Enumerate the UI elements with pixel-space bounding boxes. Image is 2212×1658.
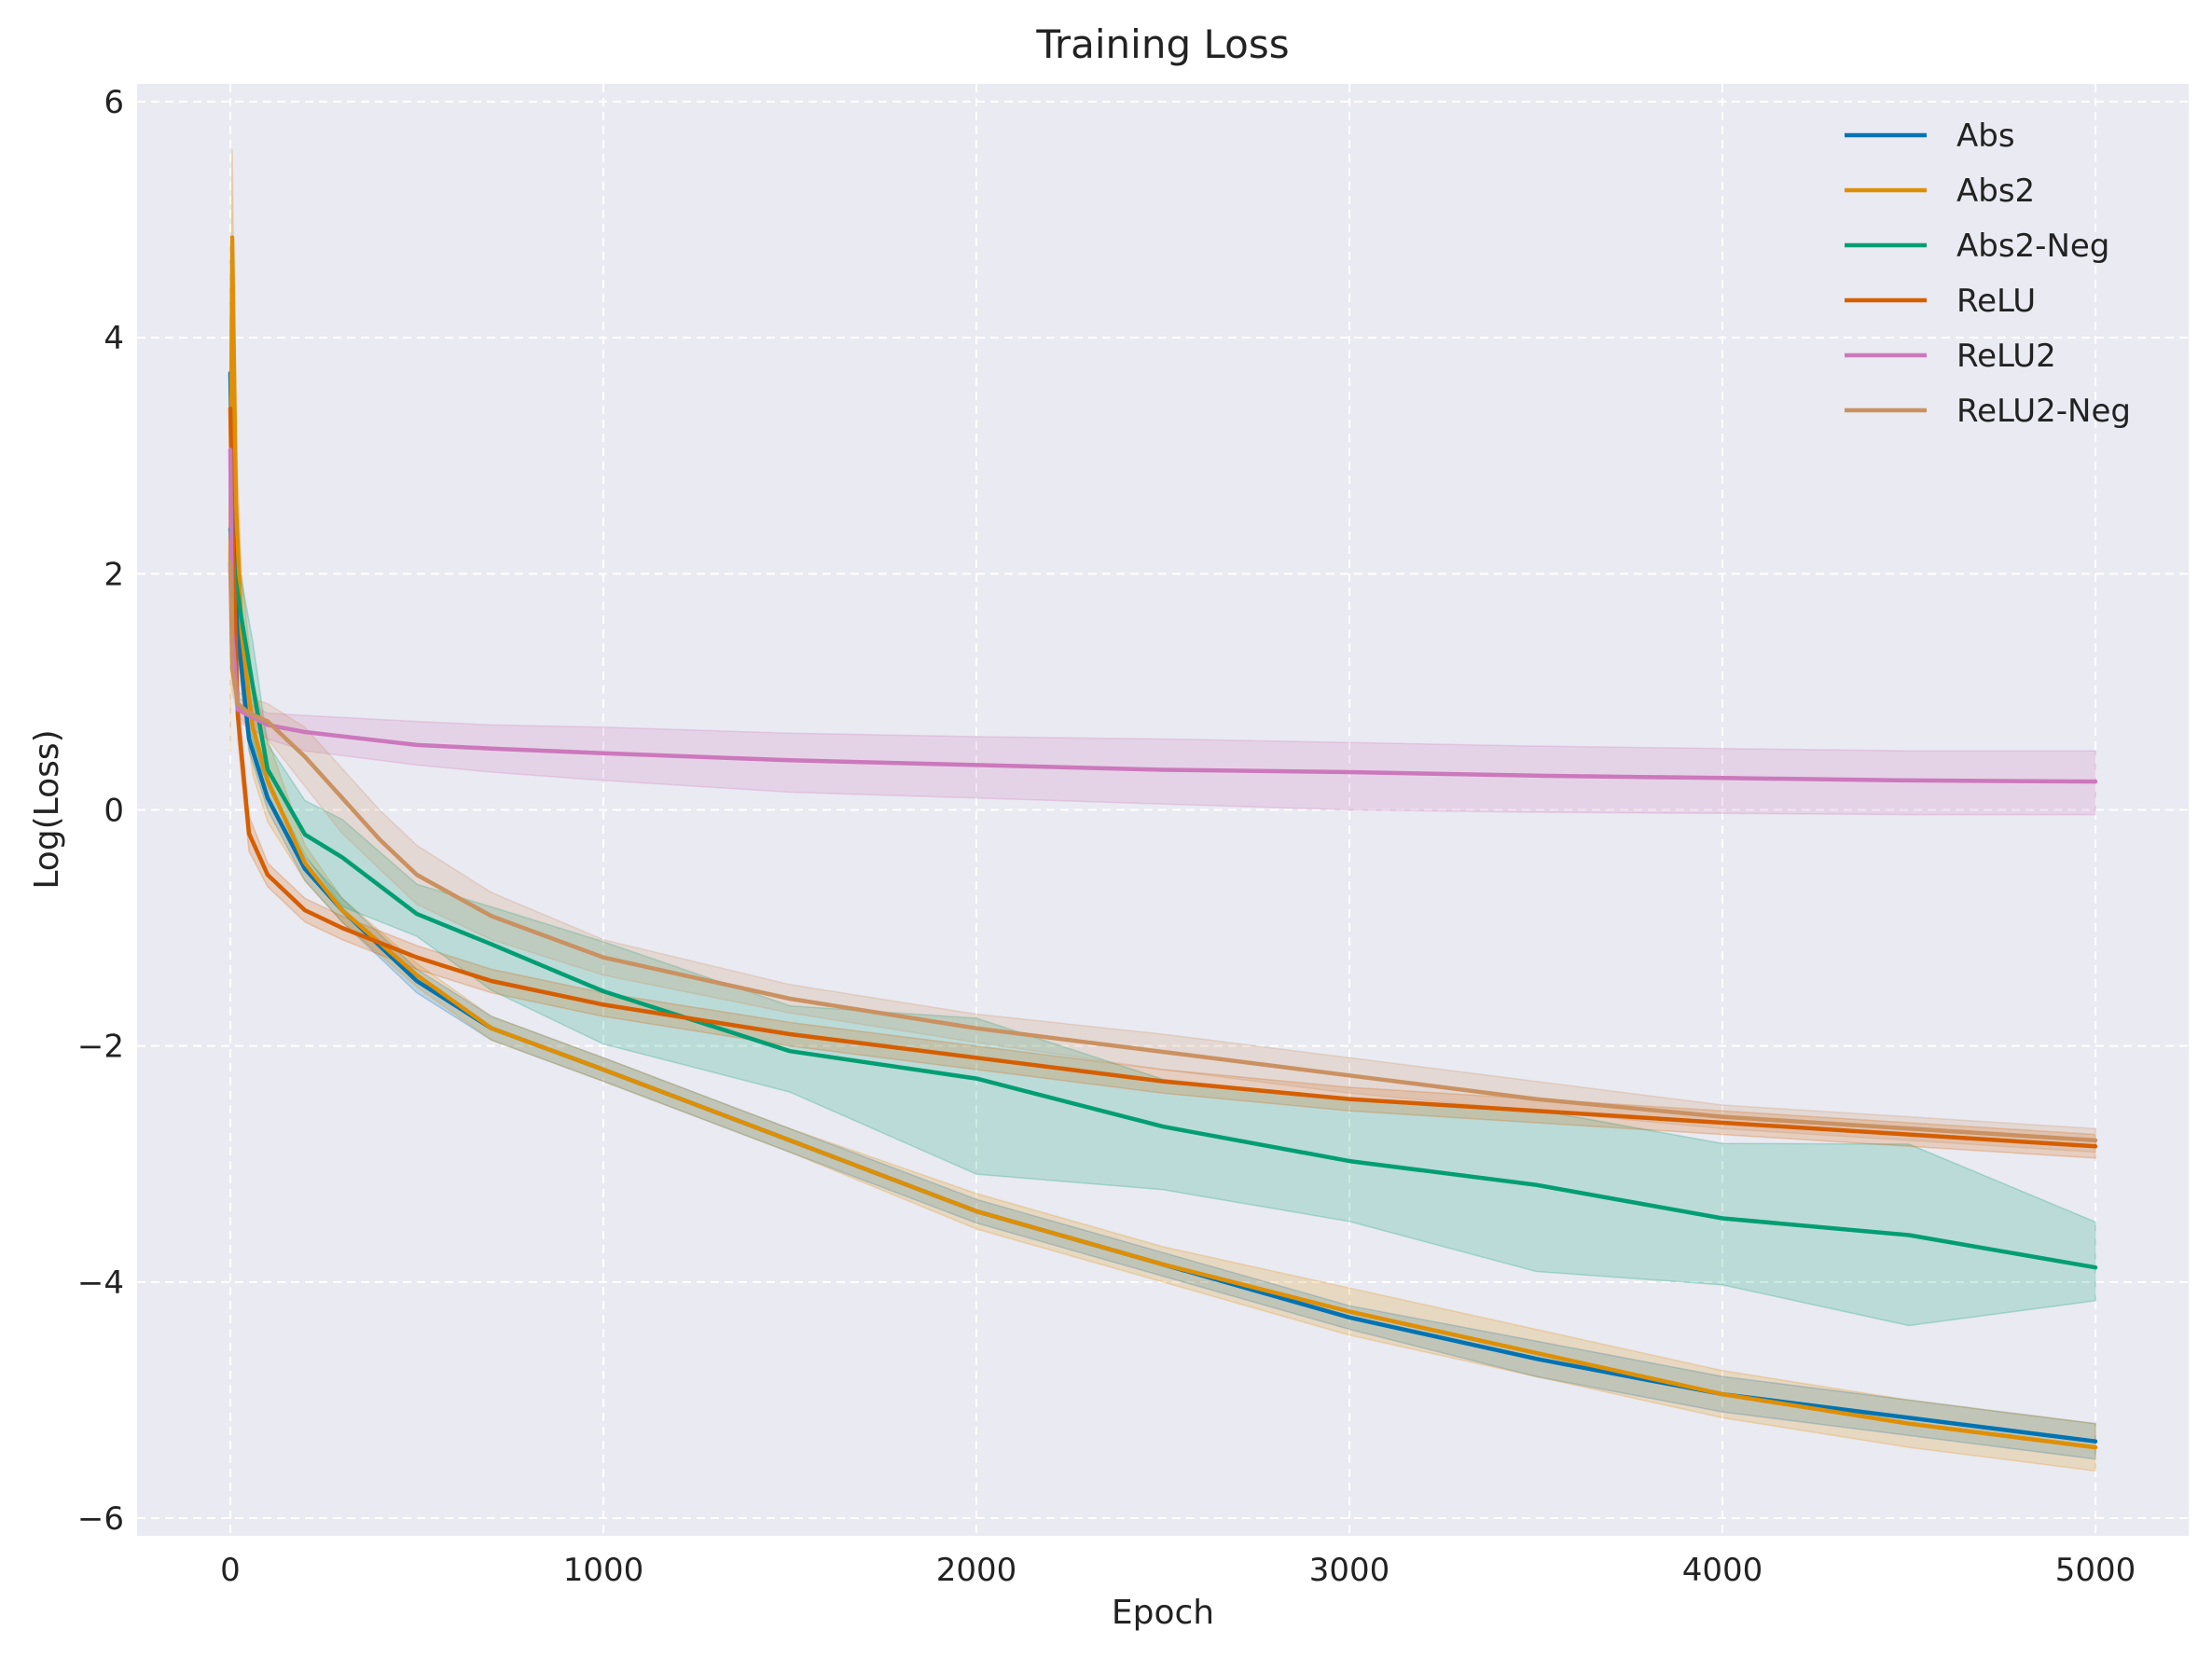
band-relu (229, 384, 2096, 1159)
series-line-abs2 (228, 235, 2098, 1450)
y-tick-label: 2 (104, 556, 124, 593)
series-line-relu2 (228, 448, 2098, 784)
series-line-relu (228, 406, 2098, 1149)
band-abs2-neg (229, 494, 2096, 1327)
y-tick-label: 4 (104, 320, 124, 357)
y-tick-label: −2 (77, 1029, 124, 1066)
y-tick-label: −4 (77, 1264, 124, 1302)
legend-label-abs2: Abs2 (1956, 173, 2035, 210)
legend: Abs Abs2 Abs2-Neg ReLU ReLU2 ReLU2-Neg (1845, 117, 2131, 430)
x-tick-label: 4000 (1682, 1552, 1763, 1589)
x-tick-label: 2000 (936, 1552, 1017, 1589)
legend-label-relu2-neg: ReLU2-Neg (1956, 393, 2131, 430)
y-tick-labels: −6 −4 −2 0 2 4 6 (77, 84, 124, 1538)
y-tick-label: −6 (77, 1500, 124, 1538)
y-axis-label: Log(Loss) (28, 729, 66, 889)
x-tick-label: 3000 (1309, 1552, 1390, 1589)
grid (137, 84, 2189, 1536)
x-axis-label: Epoch (1112, 1594, 1214, 1632)
band-abs (229, 325, 2096, 1460)
series-line-relu2-neg (228, 560, 2098, 1143)
y-tick-label: 0 (104, 793, 124, 830)
legend-label-relu2: ReLU2 (1956, 338, 2056, 375)
x-tick-label: 5000 (2055, 1552, 2136, 1589)
x-tick-label: 0 (220, 1552, 241, 1589)
band-relu2-neg (229, 538, 2096, 1154)
band-abs2 (229, 148, 2096, 1472)
y-tick-label: 6 (104, 84, 124, 121)
legend-label-abs2-neg: Abs2-Neg (1956, 228, 2109, 265)
legend-label-relu: ReLU (1956, 283, 2036, 320)
chart-title: Training Loss (1035, 21, 1289, 67)
x-tick-label: 1000 (563, 1552, 644, 1589)
series-lines (228, 235, 2098, 1450)
x-tick-labels: 0 1000 2000 3000 4000 5000 (220, 1552, 2136, 1589)
series-line-abs2-neg (228, 527, 2098, 1270)
legend-label-abs: Abs (1956, 117, 2015, 155)
